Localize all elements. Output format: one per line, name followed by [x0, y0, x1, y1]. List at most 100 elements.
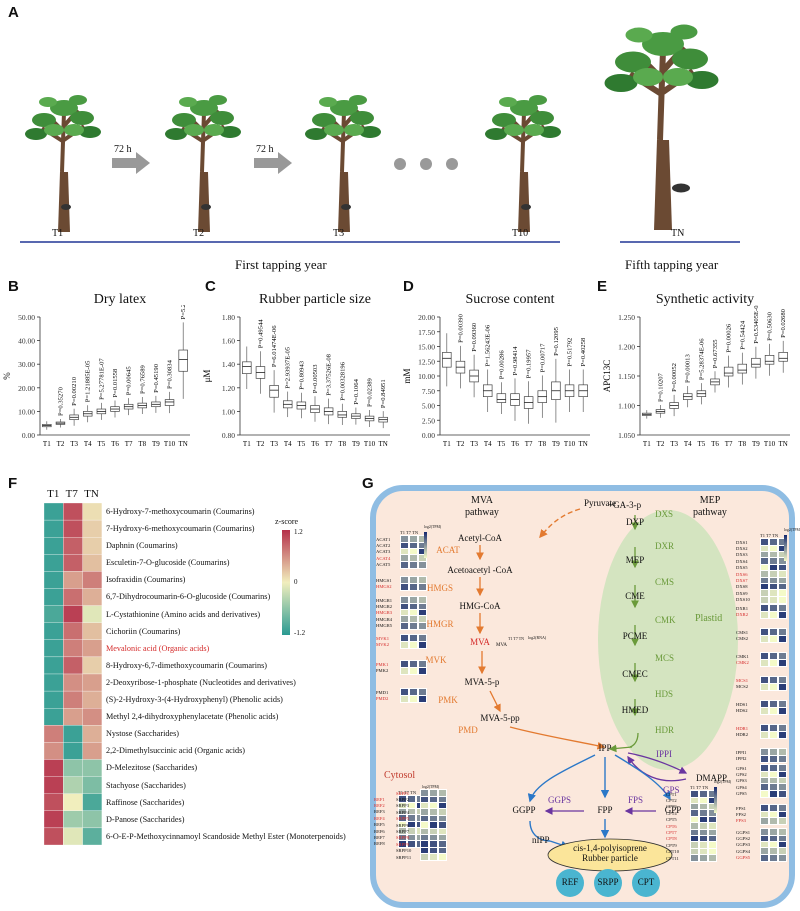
box — [496, 393, 507, 403]
mep-node: CMEC — [622, 669, 648, 679]
heatmap-cell — [63, 622, 83, 640]
gene-label: SRPP2 — [396, 797, 410, 803]
tree-label-t1: T1 — [52, 228, 64, 239]
chart-e-title: Synthetic activity — [655, 292, 755, 307]
heatmap-cell — [44, 554, 64, 572]
gene-cell — [400, 582, 409, 591]
gene-block-header: T1 T7 TN — [400, 530, 419, 535]
box — [178, 349, 188, 372]
x-tick-label: T10 — [564, 440, 576, 448]
heatmap-cell — [63, 793, 83, 811]
gene-label: CPT5 — [666, 817, 677, 823]
gene-label: REF8 — [374, 841, 385, 847]
p-value-label: P=2.93937E-05 — [285, 346, 292, 388]
gene-label: ACAT1 — [376, 536, 391, 542]
heatmap-cell — [63, 810, 83, 829]
p-value-label: P=0.40258 — [580, 337, 587, 367]
x-tick-label: T9 — [752, 440, 760, 448]
p-value-label: P=0.76589 — [139, 364, 146, 394]
y-tick-label: 1.250 — [618, 313, 635, 322]
mva-mini-log: log2(RNA) — [528, 635, 547, 640]
heatmap-row-label: Daphnin (Coumarins) — [106, 541, 178, 551]
gene-label: REF6 — [374, 828, 385, 834]
gene-row: PMK2 — [376, 666, 427, 675]
heatmap-row-label: (S)-2-Hydroxy-3-(4-Hydroxyphenyl) (Pheno… — [106, 695, 283, 705]
heatmap-row-label: Methyl 2,4-dihydroxyphenylacetate (Pheno… — [106, 712, 279, 722]
gene-block-mcs: MCS1 MCS2 — [736, 676, 787, 691]
y-tick-label: 1.050 — [618, 431, 635, 440]
p-value-label: P=0.00210 — [71, 376, 78, 406]
box — [164, 399, 175, 406]
col-t7: T7 — [65, 488, 78, 500]
p-value-label: P=0.1064 — [353, 378, 360, 404]
enzyme-gps: GPS — [663, 785, 680, 795]
gene-label: SRPP9 — [396, 841, 410, 847]
gene-cell — [769, 754, 778, 763]
gene-label: HMGR3 — [376, 610, 393, 616]
heatmap-cell — [44, 519, 64, 538]
gene-cell — [418, 666, 427, 675]
gene-block-pmd: PMD1 PMD2 — [376, 688, 427, 703]
enzyme-fps: FPS — [628, 795, 644, 805]
enzyme-ggps: GGPS — [548, 795, 572, 805]
gene-label: REF3 — [374, 809, 385, 815]
gene-cell — [769, 634, 778, 643]
p-value-label: P=5.27781E-07 — [98, 358, 105, 400]
gene-block-pmk: PMK1 PMK2 — [376, 660, 427, 675]
y-tick-label: 0.80 — [222, 431, 235, 440]
gene-label: HMGR2 — [376, 604, 393, 610]
gene-row: HDR2 — [736, 730, 787, 739]
node-ga3p: +GA-3-p — [608, 500, 642, 510]
panel-label-g: G — [362, 475, 374, 492]
gene-cell — [760, 682, 769, 691]
gene-cell — [760, 610, 769, 619]
gene-label: CMS2 — [736, 636, 749, 642]
zscore-tick-max: 1.2 — [294, 528, 303, 536]
gene-block-ippi: IPPI1 IPPI2 — [736, 748, 787, 763]
gene-block-ggps: GGPS1 GGPS2 GGPS3 GGPS4 GGPS5 — [736, 828, 787, 862]
heatmap-cell — [82, 690, 103, 709]
x-tick-label: T2 — [657, 440, 665, 448]
gene-cell — [778, 816, 787, 825]
gene-block-hmgs: HMGS1 HMGS2 — [376, 576, 427, 591]
heatmap-cell — [44, 690, 64, 709]
y-axis-label: μM — [202, 370, 212, 383]
node-ggpp: GGPP — [512, 805, 536, 815]
panel-a-illustration — [20, 0, 740, 243]
gene-label: SRPP10 — [396, 848, 412, 854]
mep-enzyme: DXR — [655, 541, 675, 551]
gene-block-cms: CMS1 CMS2 — [736, 628, 787, 643]
x-tick-label: T5 — [697, 440, 705, 448]
mep-node: CME — [625, 591, 645, 601]
heatmap-cell — [82, 673, 103, 692]
tree-label-tn: TN — [671, 228, 685, 239]
heatmap-cell — [44, 776, 64, 794]
box — [764, 354, 775, 365]
gene-cell — [690, 854, 699, 863]
heatmap-cell — [44, 622, 64, 640]
gene-label: MCS1 — [736, 677, 749, 683]
heatmap-cell — [63, 742, 83, 760]
heatmap-row-label: 6-O-E-P-Methoxycinnamoyl Scandoside Meth… — [106, 831, 346, 841]
box — [723, 366, 734, 377]
x-tick-label: T5 — [497, 440, 505, 448]
tree-t1 — [23, 93, 103, 234]
x-tick-label: TN — [779, 440, 788, 448]
col-tn: TN — [84, 488, 99, 500]
heatmap-cell — [82, 827, 103, 846]
x-tick-label: T4 — [84, 440, 92, 448]
heatmap-cell — [63, 639, 83, 658]
gene-label: SRPP8 — [396, 835, 410, 841]
p-value-label: P=0.98414 — [512, 346, 519, 376]
y-tick-label: 7.50 — [422, 387, 435, 396]
gene-cell — [398, 839, 407, 848]
gene-cell — [409, 560, 418, 569]
box — [442, 352, 452, 368]
y-tick-label: 12.50 — [418, 357, 435, 366]
panel-label-d: D — [403, 278, 414, 295]
box — [337, 411, 347, 418]
plastid-label: Plastid — [695, 613, 723, 624]
box — [269, 385, 279, 398]
y-tick-label: 40.00 — [18, 337, 35, 346]
pathway-diagram — [370, 485, 795, 908]
